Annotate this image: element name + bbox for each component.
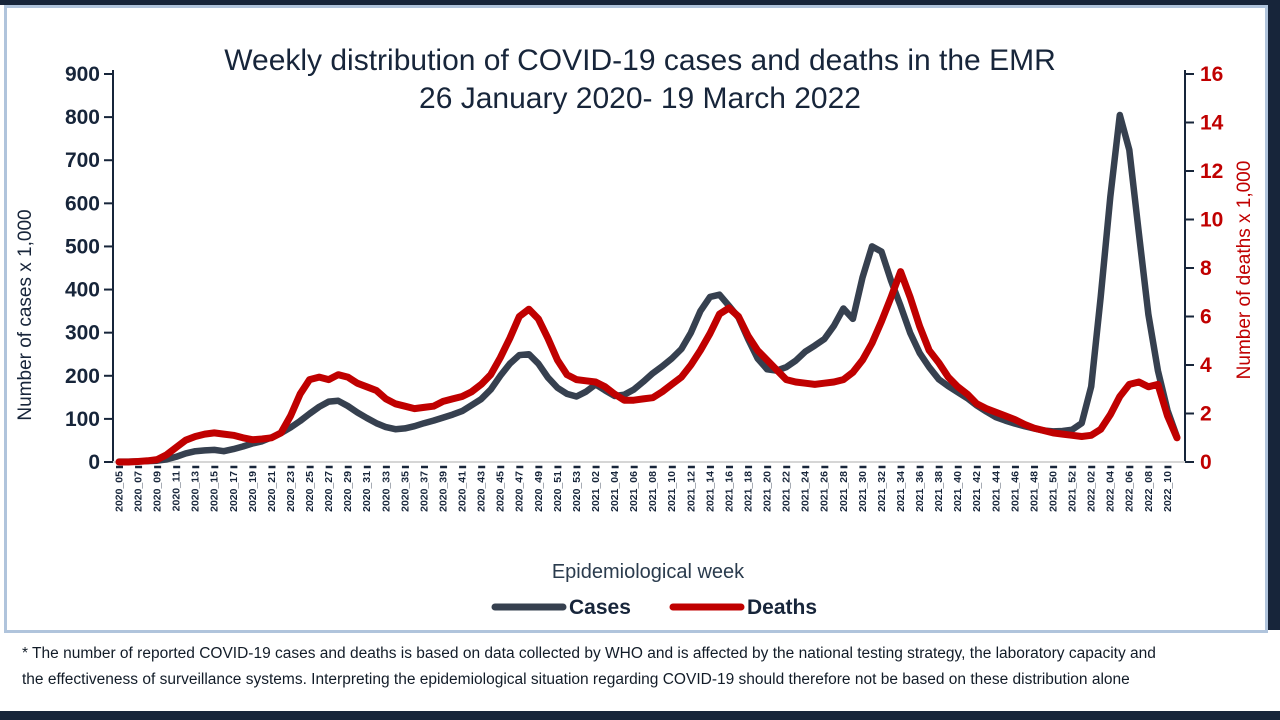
x-axis-tick-label: 2021_28 <box>838 471 850 512</box>
chart-subtitle: 26 January 2020- 19 March 2022 <box>419 82 861 115</box>
x-axis-tick-label: 2021_44 <box>990 471 1002 512</box>
legend-cases-label: Cases <box>569 596 631 619</box>
bottom-border-bar <box>0 711 1280 720</box>
x-axis-title: Epidemiological week <box>552 561 745 583</box>
left-axis-tick-label: 500 <box>65 235 100 258</box>
x-axis-tick-label: 2021_30 <box>857 471 869 512</box>
left-axis-tick-label: 300 <box>65 322 100 345</box>
right-axis-tick-label: 14 <box>1200 112 1224 135</box>
x-axis-tick-label: 2020_25 <box>304 471 316 512</box>
left-axis-tick-label: 200 <box>65 365 100 388</box>
x-axis-tick-label: 2021_20 <box>762 471 774 512</box>
x-axis-tick-label: 2022_08 <box>1143 471 1155 512</box>
x-axis-tick-label: 2021_04 <box>609 471 621 512</box>
left-axis-tick-label: 900 <box>65 63 100 86</box>
x-axis-tick-label: 2021_48 <box>1028 471 1040 512</box>
right-axis-tick-label: 2 <box>1200 403 1212 426</box>
x-axis-tick-label: 2021_26 <box>819 471 831 512</box>
x-axis-tick-label: 2021_18 <box>742 471 754 512</box>
x-axis-tick-label: 2020_35 <box>399 471 411 512</box>
x-axis-tick-label: 2020_15 <box>209 471 221 512</box>
x-axis-tick-label: 2020_07 <box>132 471 144 512</box>
x-axis-tick-label: 2021_36 <box>914 471 926 512</box>
x-axis-tick-label: 2020_41 <box>456 471 468 512</box>
left-axis-title: Number of cases x 1,000 <box>15 209 36 420</box>
right-axis-tick-label: 12 <box>1200 160 1223 183</box>
cases-line <box>115 111 1181 465</box>
right-axis-ticks: 0 2 4 6 8 10 12 14 16 <box>1185 63 1224 474</box>
left-axis-tick-label: 400 <box>65 279 100 302</box>
x-axis-tick-label: 2020_47 <box>514 471 526 512</box>
x-axis-tick-label: 2020_29 <box>342 471 354 512</box>
x-axis-tick-label: 2020_17 <box>228 471 240 512</box>
x-axis-tick-label: 2021_22 <box>781 471 793 512</box>
x-axis-tick-label: 2021_14 <box>704 471 716 512</box>
right-axis-tick-label: 10 <box>1200 209 1223 232</box>
x-axis-tick-label: 2020_27 <box>323 471 335 512</box>
x-axis-tick-label: 2020_53 <box>571 471 583 512</box>
x-axis-tick-label: 2020_13 <box>190 471 202 512</box>
deaths-line <box>115 268 1181 466</box>
x-axis-tick-label: 2021_32 <box>876 471 888 512</box>
left-axis-tick-label: 0 <box>88 451 100 474</box>
x-axis-tick-label: 2021_40 <box>952 471 964 512</box>
x-axis-tick-label: 2021_02 <box>590 471 602 512</box>
footnote-line-2: the effectiveness of surveillance system… <box>22 671 1130 688</box>
x-axis-tick-label: 2021_42 <box>971 471 983 512</box>
right-border-bar <box>1268 0 1280 630</box>
x-axis-tick-label: 2021_46 <box>1009 471 1021 512</box>
right-axis-tick-label: 6 <box>1200 306 1212 329</box>
x-axis-tick-label: 2022_06 <box>1124 471 1136 512</box>
x-axis-tick-label: 2021_24 <box>800 471 812 512</box>
chart-title: Weekly distribution of COVID-19 cases an… <box>224 44 1056 77</box>
right-axis-tick-label: 8 <box>1200 257 1212 280</box>
x-axis-tick-label: 2021_06 <box>628 471 640 512</box>
legend: Cases Deaths <box>491 596 817 619</box>
x-axis-tick-label: 2020_09 <box>151 471 163 512</box>
left-axis-tick-label: 600 <box>65 192 100 215</box>
x-axis-tick-label: 2020_43 <box>476 471 488 512</box>
x-axis-tick-label: 2020_21 <box>266 471 278 512</box>
x-axis-tick-label: 2021_38 <box>933 471 945 512</box>
x-axis-tick-label: 2020_05 <box>113 471 125 512</box>
right-axis-title: Number of deaths x 1,000 <box>1234 161 1255 380</box>
left-axis-tick-label: 700 <box>65 149 100 172</box>
footnote-line-1: * The number of reported COVID-19 cases … <box>22 645 1156 662</box>
legend-deaths-label: Deaths <box>747 596 817 619</box>
x-axis-tick-label: 2021_50 <box>1047 471 1059 512</box>
x-axis-tick-label: 2020_39 <box>437 471 449 512</box>
x-axis-tick-label: 2021_16 <box>723 471 735 512</box>
x-axis-tick-label: 2020_33 <box>380 471 392 512</box>
x-axis-tick-label: 2021_10 <box>666 471 678 512</box>
right-axis-tick-label: 4 <box>1200 354 1212 377</box>
left-axis-ticks: 0 100 200 300 400 500 600 700 800 900 <box>65 63 113 474</box>
left-axis-tick-label: 800 <box>65 106 100 129</box>
x-axis-tick-label: 2020_31 <box>361 471 373 512</box>
x-axis-tick-label: 2021_52 <box>1067 471 1079 512</box>
x-axis-tick-label: 2020_37 <box>418 471 430 512</box>
x-axis-tick-label: 2022_10 <box>1162 471 1174 512</box>
x-axis-tick-label: 2020_23 <box>285 471 297 512</box>
x-axis-tick-label: 2022_04 <box>1105 471 1117 512</box>
footnote: * The number of reported COVID-19 cases … <box>22 641 1262 693</box>
x-axis-tick-label: 2020_45 <box>495 471 507 512</box>
x-axis-tick-label: 2021_34 <box>895 471 907 512</box>
chart-panel <box>4 5 1268 633</box>
x-axis-tick-label: 2021_12 <box>685 471 697 512</box>
top-border-bar <box>0 0 1280 5</box>
right-axis-tick-label: 0 <box>1200 451 1212 474</box>
right-axis-tick-label: 16 <box>1200 63 1223 86</box>
x-axis-tick-label: 2022_02 <box>1086 471 1098 512</box>
x-axis-tick-label: 2020_11 <box>171 471 183 511</box>
left-axis-tick-label: 100 <box>65 408 100 431</box>
x-axis-tick-label: 2020_49 <box>533 471 545 512</box>
x-axis-ticks: 2020_05 2020_07 2020_09 2020_11 2020_13 2020_… <box>113 465 1174 512</box>
x-axis-tick-label: 2020_51 <box>552 471 564 512</box>
x-axis-tick-label: 2020_19 <box>247 471 259 512</box>
x-axis-tick-label: 2021_08 <box>647 471 659 512</box>
